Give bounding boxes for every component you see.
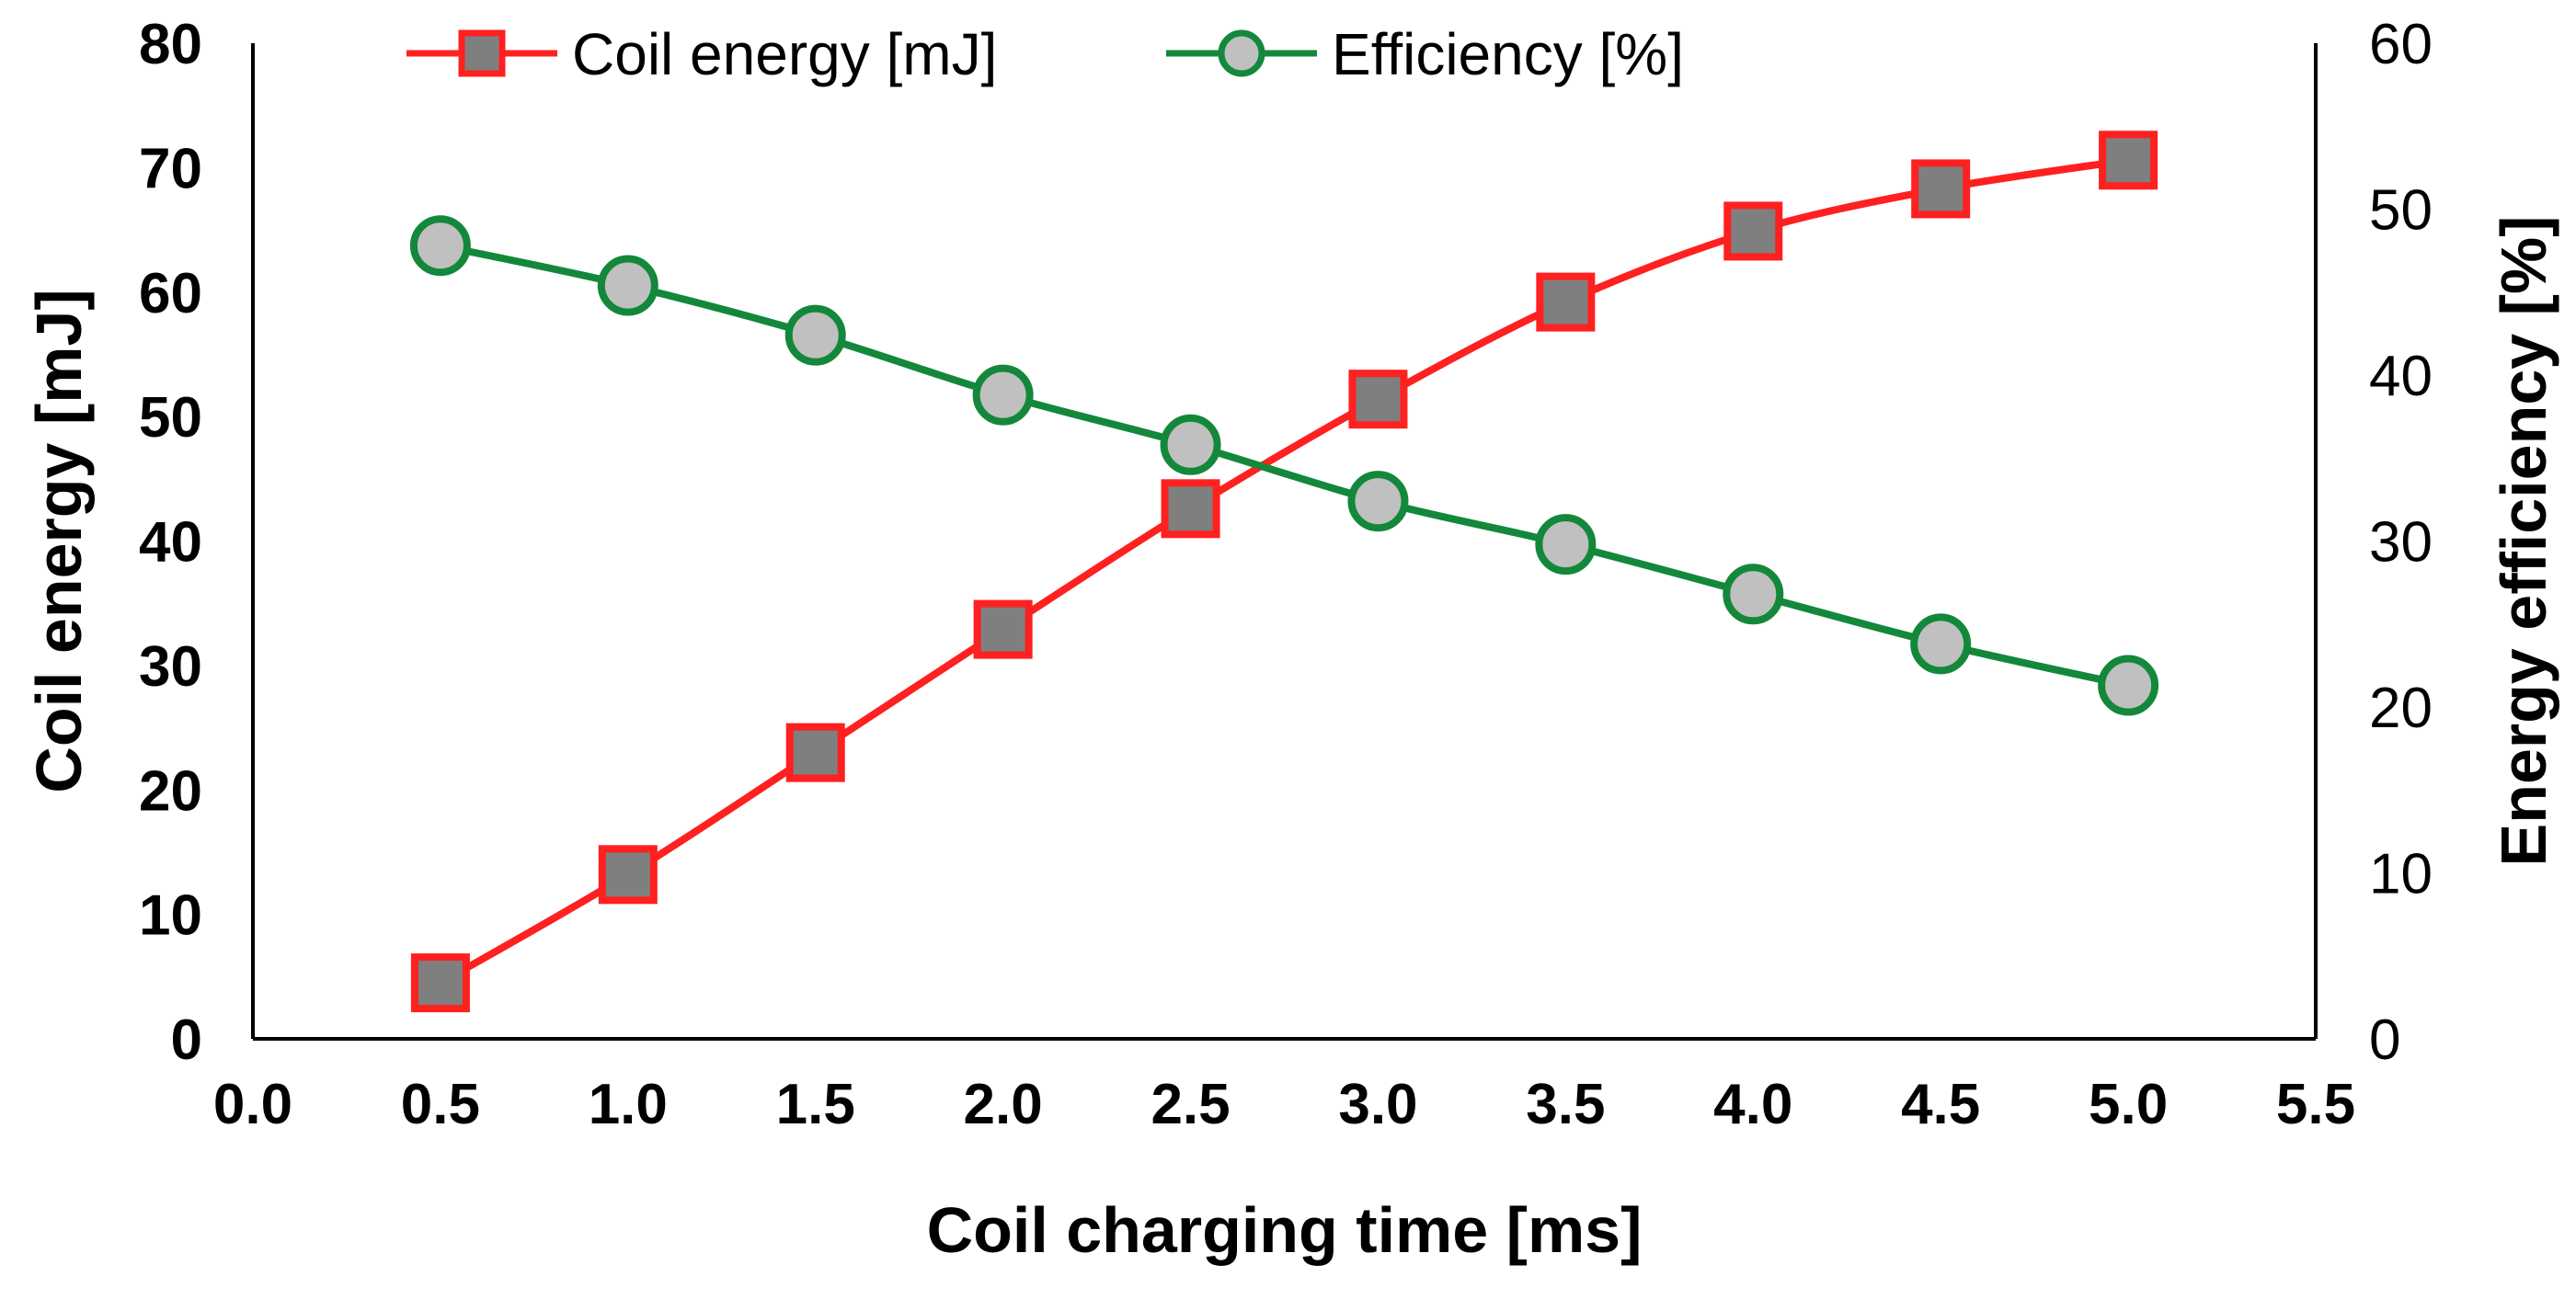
data-point-efficiency bbox=[1535, 514, 1597, 575]
x-tick-label: 5.0 bbox=[2089, 1073, 2168, 1136]
legend: Coil energy [mJ] Efficiency [%] bbox=[406, 21, 1684, 87]
y2-tick-label: 20 bbox=[2369, 677, 2433, 740]
data-point-efficiency bbox=[784, 304, 846, 366]
data-point-efficiency bbox=[1160, 414, 1221, 475]
data-point-coil-energy bbox=[1161, 479, 1220, 539]
x-tick-label: 1.5 bbox=[776, 1073, 855, 1136]
y-tick-label: 50 bbox=[139, 386, 202, 450]
data-point-coil-energy bbox=[1348, 370, 1408, 429]
series-line-coil-energy bbox=[438, 156, 2129, 986]
legend-entry-coil-energy: Coil energy [mJ] bbox=[406, 21, 997, 87]
data-point-coil-energy bbox=[1723, 201, 1783, 261]
y2-tick-label: 30 bbox=[2369, 511, 2433, 575]
legend-entry-efficiency: Efficiency [%] bbox=[1166, 21, 1684, 87]
y2-tick-label: 0 bbox=[2369, 1008, 2400, 1072]
data-point-efficiency bbox=[1910, 613, 1972, 675]
y2-tick-label: 50 bbox=[2369, 179, 2433, 243]
data-point-coil-energy bbox=[598, 845, 658, 905]
data-point-efficiency bbox=[2098, 655, 2159, 716]
y2-tick-label: 10 bbox=[2369, 843, 2433, 906]
y-tick-label: 20 bbox=[139, 759, 202, 823]
legend-label-coil-energy: Coil energy [mJ] bbox=[572, 21, 997, 87]
x-axis-title: Coil charging time [ms] bbox=[927, 1194, 1643, 1266]
legend-circle-marker-icon bbox=[1218, 29, 1265, 77]
x-tick-label: 2.5 bbox=[1151, 1073, 1230, 1136]
y2-axis-title: Energy efficiency [%] bbox=[2488, 216, 2559, 867]
data-point-efficiency bbox=[409, 215, 471, 277]
series-line-efficiency bbox=[440, 242, 2129, 689]
y-tick-label: 70 bbox=[139, 137, 202, 200]
data-point-coil-energy bbox=[1911, 159, 1971, 219]
y-tick-label: 10 bbox=[139, 884, 202, 948]
x-tick-label: 4.5 bbox=[1901, 1073, 1980, 1136]
tick-labels: 0.0 0.5 1.0 1.5 2.0 2.5 3.0 3.5 4.0 4.5 5.0 5.50102… bbox=[139, 13, 2433, 1136]
data-point-coil-energy bbox=[973, 599, 1033, 659]
y2-tick-label: 60 bbox=[2369, 13, 2433, 76]
axes bbox=[251, 43, 2318, 1041]
data-point-coil-energy bbox=[410, 953, 470, 1013]
x-tick-label: 0.5 bbox=[401, 1073, 480, 1136]
data-point-coil-energy bbox=[785, 723, 845, 782]
y-tick-label: 40 bbox=[139, 511, 202, 575]
series-layer bbox=[409, 131, 2159, 1013]
legend-label-efficiency: Efficiency [%] bbox=[1332, 21, 1684, 87]
x-tick-label: 3.5 bbox=[1526, 1073, 1605, 1136]
x-tick-label: 5.5 bbox=[2276, 1073, 2355, 1136]
y2-tick-label: 40 bbox=[2369, 345, 2433, 408]
data-point-coil-energy bbox=[2099, 131, 2158, 190]
x-tick-label: 2.0 bbox=[964, 1073, 1043, 1136]
data-point-coil-energy bbox=[1536, 272, 1596, 332]
legend-square-marker-icon bbox=[458, 29, 506, 77]
x-tick-label: 3.0 bbox=[1338, 1073, 1417, 1136]
y-tick-label: 0 bbox=[171, 1008, 202, 1072]
y-axis-title: Coil energy [mJ] bbox=[23, 289, 95, 792]
data-point-efficiency bbox=[972, 364, 1034, 426]
data-point-efficiency bbox=[597, 255, 658, 316]
data-point-efficiency bbox=[1723, 564, 1784, 625]
x-tick-label: 1.0 bbox=[589, 1073, 668, 1136]
x-tick-label: 4.0 bbox=[1713, 1073, 1792, 1136]
y-tick-label: 60 bbox=[139, 262, 202, 325]
x-tick-label: 0.0 bbox=[213, 1073, 292, 1136]
y-tick-label: 30 bbox=[139, 635, 202, 699]
y-tick-label: 80 bbox=[139, 13, 202, 76]
data-point-efficiency bbox=[1347, 471, 1409, 532]
